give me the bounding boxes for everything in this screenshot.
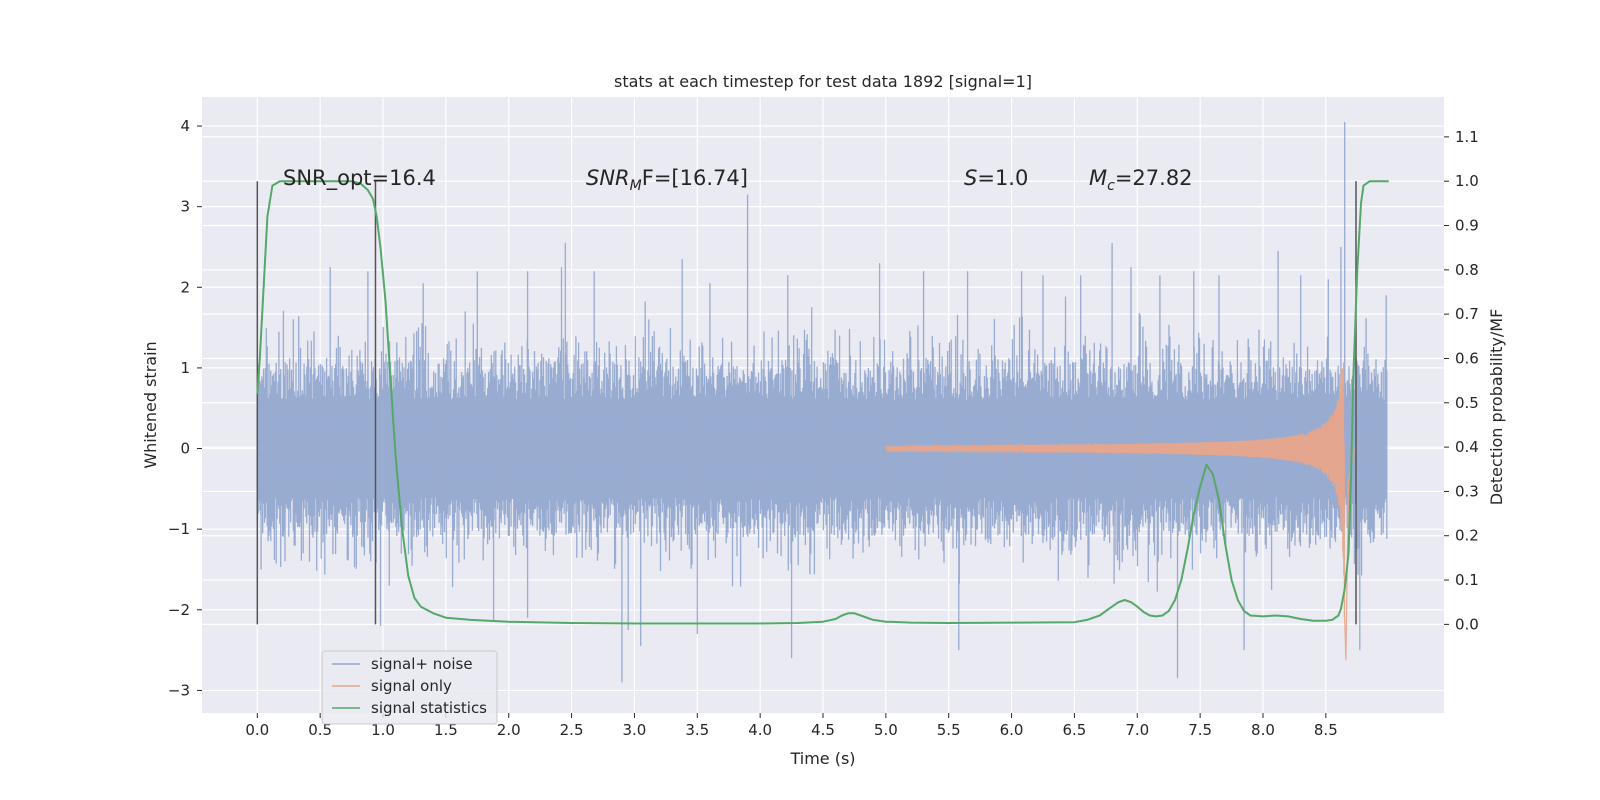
legend-label-statistics: signal statistics: [371, 699, 487, 717]
mc-symbol: M: [1089, 166, 1107, 190]
y-tick-label: −1: [168, 520, 190, 538]
y2-tick-label: 0.4: [1455, 438, 1479, 456]
y-tick-label: 2: [180, 278, 190, 296]
legend-frame: [321, 650, 498, 725]
x-tick-label: 8.5: [1314, 721, 1338, 739]
x-axis-label: Time (s): [789, 749, 855, 768]
x-tick-label: 1.0: [371, 721, 395, 739]
statistics-trace: [256, 180, 1389, 625]
x-tick-label: 2.0: [497, 721, 521, 739]
s-annotation: S=1.0: [964, 166, 1028, 190]
x-tick-label: 5.0: [874, 721, 898, 739]
y-tick-label: −2: [168, 601, 190, 619]
chart-title: stats at each timestep for test data 189…: [614, 72, 1032, 91]
x-tick-label: 0.5: [308, 721, 332, 739]
x-tick-label: 8.0: [1251, 721, 1275, 739]
x-tick-label: 6.5: [1062, 721, 1086, 739]
x-tick-label: 2.5: [560, 721, 584, 739]
x-tick-label: 3.0: [623, 721, 647, 739]
x-tick-label: 5.5: [937, 721, 961, 739]
y-tick-label: 4: [180, 117, 190, 135]
snr-mf-subscript: M: [630, 178, 642, 194]
legend-label-noise: signal+ noise: [371, 655, 473, 673]
mc-value: =27.82: [1115, 166, 1193, 190]
y-tick-label: 3: [180, 198, 190, 216]
snr-mf-value: F=[16.74]: [642, 166, 748, 190]
y2-tick-label: 0.3: [1455, 482, 1479, 500]
x-tick-label: 0.0: [245, 721, 269, 739]
x-tick-label: 6.0: [1000, 721, 1024, 739]
signal-only-trace: [885, 362, 1356, 660]
snr-mf-annotation: SNRMF=[16.74]: [586, 166, 748, 194]
y-axis-label: Whitened strain: [141, 341, 160, 468]
y2-tick-label: 0.7: [1455, 305, 1479, 323]
x-tick-label: 7.0: [1125, 721, 1149, 739]
s-symbol: S: [964, 166, 977, 190]
x-tick-label: 7.5: [1188, 721, 1212, 739]
snr-mf-symbol: SNR: [586, 166, 630, 190]
snr-opt-annotation: SNR_opt=16.4: [283, 166, 436, 191]
y2-tick-label: 0.0: [1455, 615, 1479, 633]
y2-tick-label: 0.5: [1455, 394, 1479, 412]
y2-tick-label: 0.8: [1455, 261, 1479, 279]
y-tick-label: −3: [168, 681, 190, 699]
y-tick-label: 1: [180, 359, 190, 377]
mc-subscript: c: [1107, 178, 1115, 194]
x-tick-label: 4.5: [811, 721, 835, 739]
x-tick-label: 1.5: [434, 721, 458, 739]
s-value: =1.0: [977, 166, 1028, 190]
ticks: 0.0 0.5 1.0 1.5 2.0 2.5 3.0 3.5 4.0 4.5 5.0 5.5 6.0 6…: [168, 117, 1479, 739]
y2-tick-label: 1.0: [1455, 172, 1479, 190]
x-tick-label: 4.0: [748, 721, 772, 739]
mc-annotation: Mc=27.82: [1089, 166, 1193, 194]
signal-only-series: [885, 362, 1356, 660]
y2-axis-label: Detection probability/MF: [1487, 309, 1506, 506]
legend: signal+ noise signal only signal statist…: [321, 650, 498, 725]
vertical-markers: [256, 181, 1357, 625]
y2-tick-label: 0.2: [1455, 527, 1479, 545]
signal-statistics-series: [256, 180, 1389, 625]
x-tick-label: 3.5: [685, 721, 709, 739]
y2-tick-label: 0.9: [1455, 217, 1479, 235]
y2-tick-label: 0.1: [1455, 571, 1479, 589]
y-tick-label: 0: [180, 440, 190, 458]
y2-tick-label: 0.6: [1455, 349, 1479, 367]
y2-tick-label: 1.1: [1455, 128, 1479, 146]
legend-label-signal: signal only: [371, 677, 452, 695]
